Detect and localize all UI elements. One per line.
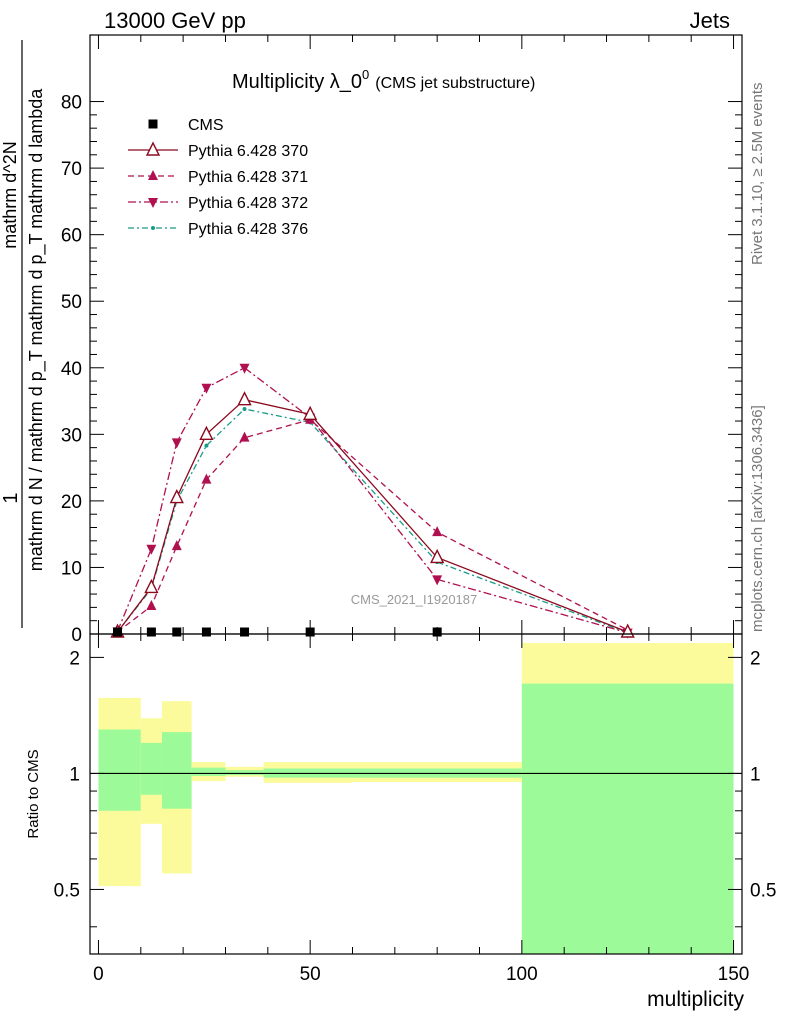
ratio-band-inner [521, 683, 734, 954]
legend-label: Pythia 6.428 371 [188, 169, 308, 186]
main-ytick-label: 0 [71, 625, 82, 646]
chart-title: Multiplicity λ_00 (CMS jet substructure) [232, 67, 535, 93]
legend: CMS Pythia 6.428 370 Pythia 6.428 371 Pythi… [128, 117, 308, 238]
legend-label: Pythia 6.428 376 [188, 221, 308, 238]
legend-label: Pythia 6.428 372 [188, 195, 308, 212]
legend-marker [148, 198, 158, 208]
data-point-p376 [204, 443, 209, 448]
ratio-band-inner [98, 729, 141, 811]
data-point-cms [172, 627, 182, 637]
chart-title-main: Multiplicity λ_0 [232, 71, 362, 93]
data-point-p372 [239, 363, 250, 374]
legend-item-p376: Pythia 6.428 376 [128, 221, 308, 238]
legend-item-p370: Pythia 6.428 370 [128, 141, 308, 160]
legend-label: CMS [188, 117, 224, 134]
watermark: CMS_2021_I1920187 [351, 592, 478, 607]
ratio-frame [89, 633, 743, 955]
series-line-p372 [116, 367, 628, 634]
data-point-p371 [171, 540, 182, 551]
series-line-p371 [117, 418, 628, 633]
ratio-band-inner [191, 767, 226, 776]
data-point-cms [305, 627, 315, 637]
data-point-cms [240, 627, 250, 637]
data-point-p376 [242, 407, 247, 412]
legend-label: Pythia 6.428 370 [188, 143, 308, 160]
data-point-p371 [146, 600, 157, 611]
chart-title-sup: 0 [362, 67, 369, 82]
data-point-cms [201, 627, 211, 637]
ratio-band-inner [140, 742, 162, 795]
ratio-ytick-label-right: 1 [750, 764, 761, 785]
series-cms [113, 627, 442, 637]
data-point-p371 [201, 473, 212, 484]
main-series-layer [110, 363, 635, 639]
ratio-ytick-label: 0.5 [54, 880, 80, 901]
data-point-cms [432, 627, 442, 637]
ratio-xtick-label: 50 [300, 964, 321, 985]
ratio-band-inner [161, 732, 192, 809]
ylabel-main: mathrm d^2N [0, 141, 20, 248]
ratio-ytick-label: 2 [69, 648, 80, 669]
data-point-p371 [239, 431, 250, 442]
data-point-p370 [169, 488, 184, 504]
data-point-p370 [237, 391, 252, 406]
legend-marker [148, 119, 158, 129]
ylabel-numerator: 1 [0, 492, 22, 503]
data-point-p372 [201, 383, 212, 394]
legend-item-cms: CMS [148, 117, 224, 134]
main-ytick-label: 50 [61, 292, 82, 313]
main-ytick-label: 60 [61, 226, 82, 247]
data-point-p370 [430, 548, 445, 564]
ratio-xtick-label: 100 [506, 964, 538, 985]
data-point-p371 [432, 526, 443, 537]
data-point-p370 [303, 405, 318, 421]
series-p370 [110, 391, 635, 638]
data-point-p372 [146, 544, 157, 555]
ratio-ticks: 0.5 0.5 1 1 2 2 0 50 100 150 [54, 634, 776, 985]
data-point-cms [146, 627, 156, 637]
data-point-cms [113, 627, 123, 637]
ratio-panel: 0.5 0.5 1 1 2 2 0 50 100 150 Ratio to CMS multipl… [25, 633, 776, 1011]
ratio-xtick-label: 0 [93, 964, 104, 985]
main-ytick-label: 40 [61, 359, 82, 380]
main-ticks: 0 10 20 30 40 50 60 70 80 [61, 35, 742, 646]
ratio-ytick-label-right: 0.5 [750, 880, 776, 901]
chart-title-sub: (CMS jet substructure) [375, 75, 535, 92]
legend-marker [145, 141, 161, 156]
side-label-top: Rivet 3.1.10, ≥ 2.5M events [749, 83, 766, 266]
main-ytick-label: 30 [61, 425, 82, 446]
legend-item-p371: Pythia 6.428 371 [128, 169, 308, 186]
data-point-p372 [432, 575, 443, 586]
header-right: Jets [690, 8, 730, 33]
main-ytick-label: 20 [61, 492, 82, 513]
main-ytick-label: 10 [61, 558, 82, 579]
ratio-bands [90, 642, 742, 954]
ratio-ylabel: Ratio to CMS [25, 749, 42, 838]
data-point-p370 [199, 425, 214, 441]
data-point-p372 [171, 438, 182, 449]
x-axis-label: multiplicity [647, 988, 744, 1011]
main-ytick-label: 70 [61, 159, 82, 180]
main-ytick-label: 80 [61, 93, 82, 114]
legend-marker [151, 226, 155, 230]
series-line-p370 [116, 398, 628, 633]
ratio-ytick-label-right: 2 [750, 648, 761, 669]
ylabel-denominator: mathrm d N / mathrm d p_T mathrm d p_T m… [26, 88, 47, 571]
ratio-xtick-label: 150 [718, 964, 750, 985]
main-ylabel: 1 mathrm d^2N mathrm d N / mathrm d p_T … [0, 40, 47, 628]
header-left: 13000 GeV pp [104, 8, 246, 33]
data-point-p370 [144, 578, 159, 594]
legend-marker [148, 170, 158, 180]
ratio-ytick-label: 1 [69, 764, 80, 785]
legend-item-p372: Pythia 6.428 372 [128, 195, 308, 212]
side-label-bottom: mcplots.cern.ch [arXiv:1306.3436] [749, 405, 766, 632]
ratio-band-inner [225, 770, 264, 776]
